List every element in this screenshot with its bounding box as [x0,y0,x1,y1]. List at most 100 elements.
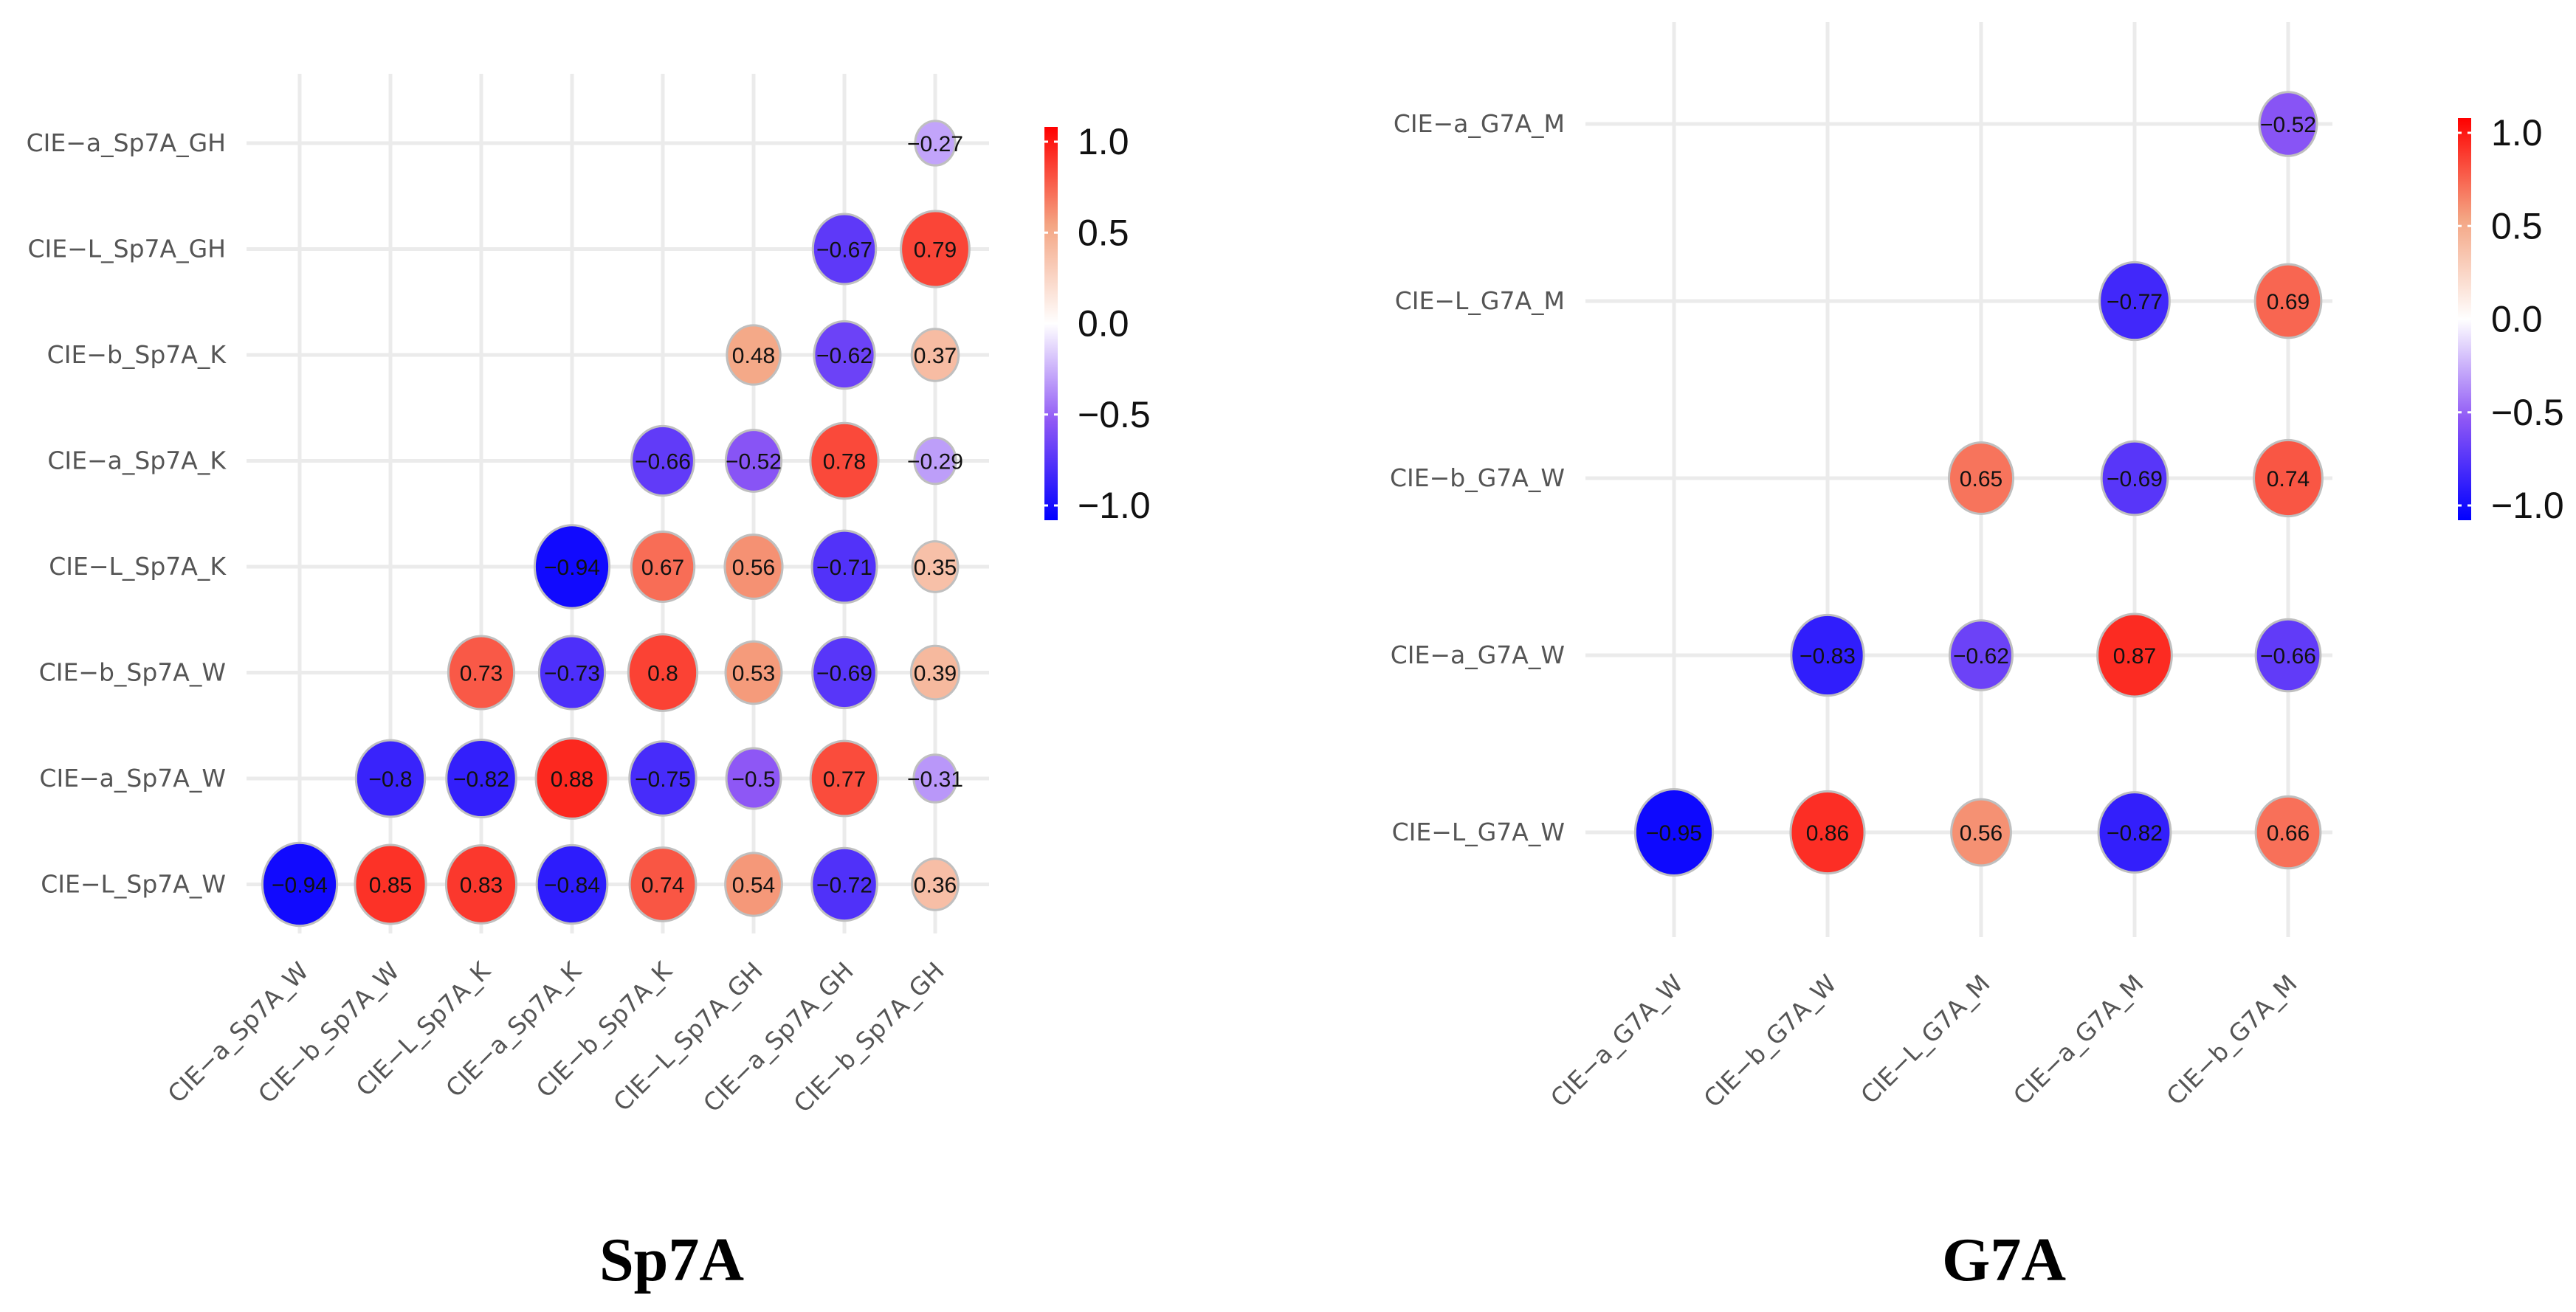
correlation-circle [813,320,876,390]
correlation-circle [628,740,698,817]
correlation-value-label: −0.77 [2107,290,2163,314]
correlation-circle [909,644,961,701]
panel-title: Sp7A [599,1226,744,1294]
correlation-value-label: −0.73 [544,662,600,686]
legend-tick-label: 0.5 [2491,205,2543,246]
correlation-circle [2254,618,2322,693]
correlation-circle [809,421,880,500]
legend-tick-label: 1.0 [1078,121,1129,162]
correlation-value-label: −0.5 [731,767,775,792]
correlation-value-label: −0.66 [635,450,691,474]
correlation-circle [1950,798,2012,867]
correlation-value-label: −0.52 [2260,113,2316,137]
correlation-circle [913,436,957,486]
y-tick-label-cie-a-sp7a-w: CIE−a_Sp7A_W [39,764,226,793]
correlation-value-label: 0.39 [914,662,957,686]
correlation-value-label: −0.66 [2260,644,2316,669]
correlation-value-label: −0.82 [2107,821,2163,846]
correlation-value-label: 0.73 [460,662,503,686]
x-tick-label-cie-b-g7a-m: CIE−b_G7A_M [2160,969,2302,1111]
correlation-value-label: 0.37 [914,344,957,368]
correlation-circle [2254,795,2322,870]
legend-tick-label: 0.5 [1078,212,1129,253]
correlation-circle [2253,263,2323,339]
correlation-circle [2098,260,2171,342]
legend-tick-label: −1.0 [1078,485,1151,526]
correlation-value-label: 0.56 [732,556,775,580]
legend-tick-label: 1.0 [2491,112,2543,153]
correlation-cells: −0.27 −0.67 0.79 0.48 −0.62 0.37 −0.66 −0.52 0.7… [261,120,971,928]
correlation-value-label: 0.65 [1960,467,2002,491]
correlation-value-label: −0.94 [272,874,328,898]
correlation-value-label: −0.29 [907,450,963,474]
correlation-value-label: −0.31 [907,767,963,792]
correlation-circle [534,737,610,820]
correlation-circle [2253,438,2324,518]
correlation-circle [354,739,427,818]
correlation-circle [627,633,699,712]
correlation-value-label: −0.69 [2107,467,2163,491]
correlation-circle [1948,619,2014,691]
correlation-value-label: 0.69 [2267,290,2310,314]
correlation-value-label: −0.94 [544,556,600,580]
correlation-circle [1790,613,1865,697]
x-tick-label-cie-a-g7a-w: CIE−a_G7A_W [1545,969,1689,1113]
correlation-value-label: 0.35 [914,556,957,580]
correlation-circle [912,753,958,804]
legend-colorbar [1044,127,1058,520]
y-tick-label-cie-l-sp7a-k: CIE−L_Sp7A_K [49,552,227,581]
x-tick-label-cie-a-sp7a-gh: CIE−a_Sp7A_GH [698,956,859,1118]
correlation-circle [630,531,696,603]
correlation-circle [811,635,878,710]
correlation-value-label: 0.78 [823,450,866,474]
y-tick-label-cie-l-g7a-w: CIE−L_G7A_W [1392,818,1565,846]
correlation-value-label: 0.48 [732,344,775,368]
correlation-value-label: −0.52 [726,450,782,474]
correlation-circle [1633,788,1715,877]
panel-title: G7A [1942,1226,2066,1294]
x-tick-label-cie-l-sp7a-gh: CIE−L_Sp7A_GH [607,956,768,1116]
correlation-value-label: 0.67 [641,556,684,580]
correlation-value-label: −0.72 [816,874,872,898]
correlation-value-label: −0.69 [816,662,872,686]
correlation-circle [2097,791,2172,874]
x-tick-label-cie-b-sp7a-gh: CIE−b_Sp7A_GH [788,956,949,1118]
correlation-value-label: −0.83 [1800,644,1856,669]
correlation-value-label: 0.53 [732,662,775,686]
x-tick-label-cie-b-g7a-w: CIE−b_G7A_W [1698,969,1842,1113]
correlation-circle [911,857,960,911]
grid-lines [247,74,989,933]
correlation-circle [444,844,518,925]
y-tick-label-cie-b-sp7a-k: CIE−b_Sp7A_K [47,340,227,369]
legend-tick-label: −0.5 [1078,394,1151,435]
y-tick-label-cie-a-g7a-m: CIE−a_G7A_M [1394,109,1565,138]
correlation-circle [1789,790,1866,875]
correlation-circle [533,524,611,610]
correlation-value-label: 0.86 [1806,821,1849,846]
y-tick-label-cie-l-sp7a-w: CIE−L_Sp7A_W [41,870,226,899]
correlation-circle [630,424,695,497]
color-legend: 1.0 0.5 0.0 −0.5 −1.0 [2458,112,2564,526]
correlation-circle [911,540,960,593]
correlation-value-label: 0.8 [647,662,678,686]
correlation-circle [723,534,784,600]
correlation-value-label: 0.74 [2267,467,2310,491]
x-tick-label-cie-a-g7a-m: CIE−a_G7A_M [2008,969,2149,1111]
correlation-circle [809,739,880,818]
y-tick-label-cie-b-sp7a-w: CIE−b_Sp7A_W [39,658,226,687]
legend-tick-label: −0.5 [2491,392,2564,433]
correlation-circle [810,846,878,922]
correlation-circle [724,640,783,705]
correlation-value-label: −0.27 [907,132,963,156]
correlation-circle [811,213,878,286]
correlation-circle [914,120,957,167]
correlation-circle [535,843,609,925]
correlation-value-label: 0.88 [551,767,593,792]
correlation-value-label: −0.62 [1953,644,2009,669]
legend-colorbar [2458,118,2471,520]
correlation-value-label: −0.84 [544,874,600,898]
correlation-circle [725,747,782,810]
correlation-value-label: −0.75 [635,767,691,792]
legend-tick-label: 0.0 [2491,299,2543,340]
